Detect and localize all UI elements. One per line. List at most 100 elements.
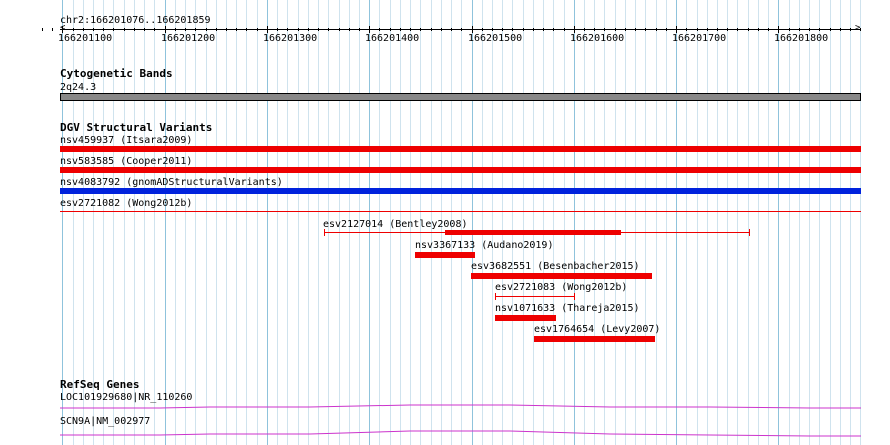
grid-line [226, 0, 227, 445]
refseq-track-title: RefSeq Genes [60, 378, 140, 391]
grid-line [318, 0, 319, 445]
grid-line [635, 0, 636, 445]
cytoband-bar[interactable] [60, 93, 861, 101]
gene-intron-line[interactable] [60, 428, 861, 438]
ruler-minor-tick [727, 28, 728, 31]
ruler-minor-tick [42, 28, 43, 31]
grid-line [124, 0, 125, 445]
dgv-variant-bar[interactable] [60, 188, 861, 194]
ruler-minor-tick [758, 28, 759, 31]
gene-label[interactable]: SCN9A|NM_002977 [60, 416, 151, 427]
ruler-minor-tick [318, 28, 319, 31]
dgv-row-label[interactable]: nsv459937 (Itsara2009) [60, 135, 193, 146]
grid-line [533, 0, 534, 445]
ruler-minor-tick [175, 28, 176, 31]
dgv-variant-bar[interactable] [60, 146, 861, 152]
ruler-minor-tick [339, 28, 340, 31]
grid-line [840, 0, 841, 445]
dgv-feature-bar[interactable] [534, 336, 655, 342]
grid-line [154, 0, 155, 445]
gene-label[interactable]: LOC101929680|NR_110260 [60, 392, 193, 403]
grid-line [216, 0, 217, 445]
ruler-minor-tick [635, 28, 636, 31]
grid-line [707, 0, 708, 445]
ruler-minor-tick [206, 28, 207, 31]
ruler-minor-tick [625, 28, 626, 31]
grid-line [594, 0, 595, 445]
cytoband-label: 2q24.3 [60, 82, 97, 93]
grid-line [420, 0, 421, 445]
dgv-feature-bar[interactable] [415, 252, 475, 258]
ruler-major-tick [62, 26, 63, 33]
dgv-variant-bar[interactable] [60, 167, 861, 173]
dgv-feature-label[interactable]: esv2127014 (Bentley2008) [323, 219, 468, 230]
grid-line [789, 0, 790, 445]
grid-line [758, 0, 759, 445]
grid-line [543, 0, 544, 445]
grid-line [472, 0, 473, 445]
ruler-minor-tick [707, 28, 708, 31]
ruler-minor-tick [615, 28, 616, 31]
dgv-feature-bar[interactable] [445, 230, 621, 235]
dgv-feature-bar[interactable] [495, 315, 556, 321]
dgv-variant-line[interactable] [60, 211, 861, 212]
grid-line [697, 0, 698, 445]
ruler-minor-tick [717, 28, 718, 31]
ruler-minor-tick [748, 28, 749, 31]
grid-line [308, 0, 309, 445]
dgv-feature-end-tick [324, 229, 325, 236]
grid-line [103, 0, 104, 445]
ruler-minor-tick [461, 28, 462, 31]
ruler-minor-tick [216, 28, 217, 31]
grid-line [246, 0, 247, 445]
ruler-major-tick [778, 26, 779, 33]
dgv-feature-label[interactable]: esv3682551 (Besenbacher2015) [471, 261, 640, 272]
dgv-feature-label[interactable]: nsv3367133 (Audano2019) [415, 240, 554, 251]
ruler-minor-tick [73, 28, 74, 31]
ruler-minor-tick [686, 28, 687, 31]
ruler-minor-tick [298, 28, 299, 31]
dgv-feature-label[interactable]: esv1764654 (Levy2007) [534, 324, 661, 335]
ruler-minor-tick [359, 28, 360, 31]
ruler-minor-tick [441, 28, 442, 31]
grid-line [523, 0, 524, 445]
grid-line [604, 0, 605, 445]
gene-intron-line[interactable] [60, 402, 861, 410]
grid-line [737, 0, 738, 445]
ruler-major-tick [472, 26, 473, 33]
ruler-minor-tick [666, 28, 667, 31]
dgv-feature-label[interactable]: esv2721083 (Wong2012b) [495, 282, 628, 293]
grid-line [656, 0, 657, 445]
ruler-minor-tick [584, 28, 585, 31]
dgv-row-label[interactable]: esv2721082 (Wong2012b) [60, 198, 193, 209]
dgv-feature-line[interactable] [495, 296, 575, 297]
grid-line [830, 0, 831, 445]
ruler-minor-tick [420, 28, 421, 31]
grid-line [441, 0, 442, 445]
grid-line [850, 0, 851, 445]
cytoband-track-title: Cytogenetic Bands [60, 67, 173, 80]
dgv-row-label[interactable]: nsv583585 (Cooper2011) [60, 156, 193, 167]
ruler-minor-tick [512, 28, 513, 31]
grid-line [625, 0, 626, 445]
grid-line [267, 0, 268, 445]
grid-line [727, 0, 728, 445]
grid-line [410, 0, 411, 445]
ruler-minor-tick [819, 28, 820, 31]
ruler-minor-tick [451, 28, 452, 31]
grid-line [615, 0, 616, 445]
ruler-minor-tick [502, 28, 503, 31]
ruler-minor-tick [308, 28, 309, 31]
dgv-feature-label[interactable]: nsv1071633 (Thareja2015) [495, 303, 640, 314]
dgv-row-label[interactable]: nsv4083792 (gnomADStructuralVariants) [60, 177, 283, 188]
grid-line [165, 0, 166, 445]
ruler-minor-tick [144, 28, 145, 31]
dgv-feature-bar[interactable] [471, 273, 652, 279]
ruler-tick-label: 166201200 [161, 33, 216, 44]
grid-line [860, 0, 861, 445]
dgv-feature-end-tick [495, 293, 496, 300]
grid-line [717, 0, 718, 445]
grid-line [379, 0, 380, 445]
ruler-minor-tick [645, 28, 646, 31]
